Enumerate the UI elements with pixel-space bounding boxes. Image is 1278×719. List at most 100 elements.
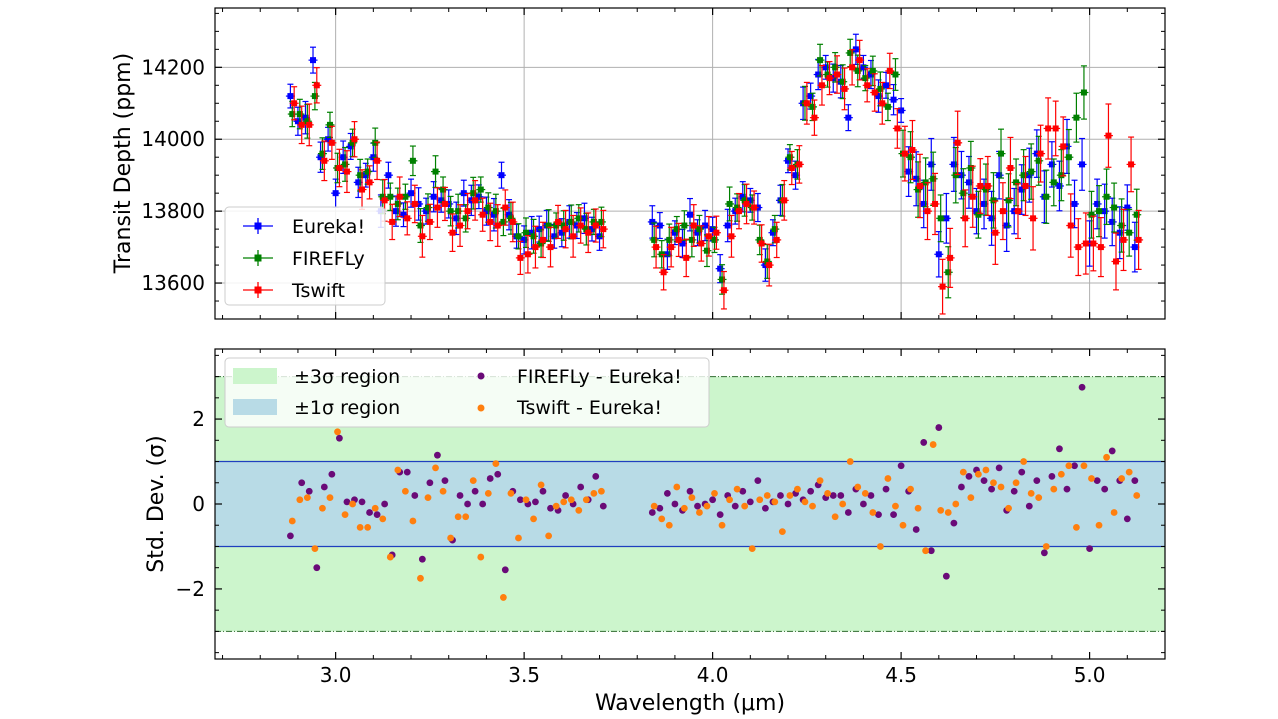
x-tick-label: 4.5 [885, 663, 917, 687]
top-y-tick-label: 13600 [141, 271, 205, 295]
top-legend-box [224, 206, 386, 306]
data-point [395, 176, 405, 218]
data-point [703, 502, 711, 510]
data-point [817, 64, 827, 106]
data-point [748, 545, 756, 552]
data-point [424, 494, 432, 502]
bottom-y-tick-label: 0 [192, 492, 205, 516]
data-point [1012, 479, 1020, 487]
data-point [539, 487, 547, 495]
data-point [1071, 462, 1078, 470]
data-point [840, 67, 850, 111]
data-point [689, 204, 699, 247]
top-data-layer [285, 33, 1144, 315]
data-point [882, 485, 890, 493]
data-point [342, 150, 352, 194]
data-point [1010, 487, 1018, 495]
series-firefly [287, 38, 1142, 299]
data-point [907, 119, 917, 181]
data-point [1049, 158, 1059, 207]
data-point [1124, 208, 1134, 257]
data-point [779, 179, 789, 221]
data-point [802, 81, 812, 125]
data-point [366, 509, 373, 516]
data-point [562, 492, 569, 499]
data-point [308, 46, 318, 74]
data-point [846, 458, 854, 465]
data-point [516, 496, 524, 504]
data-point [998, 182, 1008, 241]
data-point [949, 136, 959, 192]
data-point [899, 521, 907, 529]
data-point [434, 451, 441, 459]
data-point [1005, 136, 1015, 200]
data-point [761, 504, 769, 512]
data-point [997, 483, 1005, 491]
data-point [938, 258, 948, 315]
data-point [515, 240, 525, 276]
legend-marker-eureka [243, 218, 273, 234]
data-point [1065, 462, 1073, 470]
data-point [499, 594, 507, 601]
x-tick-label: 5.0 [1074, 663, 1106, 687]
data-point [870, 73, 880, 112]
data-point [936, 194, 946, 243]
data-point [1025, 502, 1033, 510]
data-point [532, 498, 539, 506]
data-point [784, 500, 792, 508]
data-point [341, 511, 349, 519]
bottom-legend: ±3σ region ±1σ region FIREFLy - Eureka! … [224, 357, 710, 428]
legend-label-3sigma: ±3σ region [294, 366, 400, 388]
data-point [497, 161, 507, 189]
data-point [312, 67, 322, 104]
data-point [440, 186, 450, 222]
data-point [1109, 182, 1119, 233]
data-point [379, 515, 387, 523]
data-point [289, 86, 299, 121]
data-point [1134, 209, 1144, 270]
data-point [319, 140, 329, 182]
data-point [462, 513, 470, 521]
data-point [454, 513, 462, 521]
data-point [1021, 155, 1031, 217]
data-point [877, 81, 887, 125]
data-point [659, 254, 669, 291]
data-point [469, 477, 477, 485]
data-point [500, 189, 510, 226]
legend-swatch-3sigma [233, 368, 277, 384]
data-point [417, 214, 427, 258]
data-point [334, 428, 341, 436]
data-point [875, 511, 882, 519]
data-point [1094, 185, 1104, 238]
data-point [837, 492, 845, 499]
data-point [831, 513, 839, 521]
data-point [349, 121, 359, 158]
data-point [401, 487, 409, 495]
data-point [990, 200, 1000, 265]
data-point [356, 523, 364, 531]
data-point [1101, 485, 1109, 493]
data-point [1086, 545, 1094, 552]
data-point [1123, 515, 1131, 523]
data-point [651, 225, 661, 269]
data-point [1077, 137, 1087, 191]
data-point [448, 213, 457, 253]
legend-marker-firefly [243, 250, 273, 266]
data-point [1054, 160, 1064, 212]
data-point [478, 197, 488, 232]
data-point [372, 141, 382, 181]
data-point [1073, 218, 1083, 277]
data-point [373, 511, 381, 519]
data-point [1108, 447, 1116, 455]
data-point [958, 483, 965, 491]
data-point [560, 498, 568, 506]
data-point [492, 460, 500, 468]
data-point [671, 500, 679, 508]
data-point [749, 190, 759, 225]
legend-marker-tswift-diff [477, 404, 485, 412]
data-point [890, 58, 900, 91]
data-point [648, 509, 656, 516]
data-point [546, 226, 556, 268]
data-point [327, 125, 337, 160]
data-point [876, 543, 884, 550]
